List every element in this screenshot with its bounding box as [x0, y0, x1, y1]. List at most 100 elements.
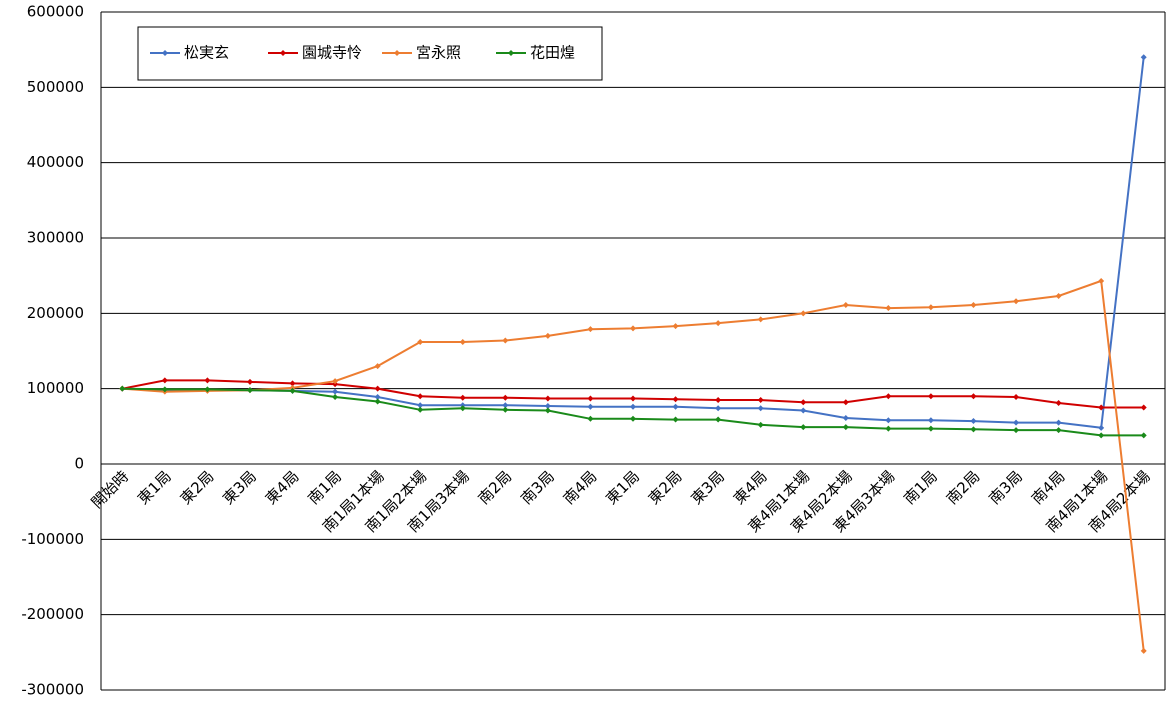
data-point — [672, 403, 679, 410]
legend-label: 花田煌 — [530, 44, 575, 62]
y-tick-label: 100000 — [27, 379, 84, 397]
data-point — [1098, 277, 1105, 284]
data-point — [1013, 393, 1020, 400]
data-point — [587, 403, 594, 410]
data-point — [1013, 298, 1020, 305]
data-point — [1140, 647, 1147, 654]
data-point — [800, 310, 807, 317]
data-point — [715, 416, 722, 423]
legend-label: 松実玄 — [184, 44, 229, 62]
y-tick-label: 400000 — [27, 153, 84, 171]
data-point — [927, 417, 934, 424]
data-point — [374, 363, 381, 370]
data-point — [757, 316, 764, 323]
data-point — [842, 399, 849, 406]
data-point — [800, 424, 807, 431]
data-point — [374, 398, 381, 405]
y-tick-label: -300000 — [21, 681, 84, 699]
data-point — [544, 395, 551, 402]
data-point — [1013, 419, 1020, 426]
series-line — [122, 279, 1145, 651]
data-point — [757, 421, 764, 428]
x-tick-label: 東4局 — [262, 467, 303, 508]
data-point — [970, 418, 977, 425]
data-point — [161, 377, 168, 384]
y-tick-label: 200000 — [27, 304, 84, 322]
data-point — [246, 378, 253, 385]
data-point — [715, 405, 722, 412]
data-point — [417, 402, 424, 409]
data-point — [332, 393, 339, 400]
data-point — [885, 393, 892, 400]
x-tick-label: 開始時 — [88, 467, 133, 512]
data-point — [332, 378, 339, 385]
data-point — [459, 338, 466, 345]
series-line — [122, 57, 1145, 429]
data-point — [1055, 427, 1062, 434]
data-point — [204, 386, 211, 393]
data-point — [1140, 54, 1147, 61]
data-point — [1140, 432, 1147, 439]
y-tick-label: 0 — [74, 455, 84, 473]
legend-label: 園城寺怜 — [302, 44, 362, 62]
data-point — [332, 381, 339, 388]
data-point — [672, 323, 679, 330]
y-tick-label: 600000 — [27, 3, 84, 21]
series-line — [122, 379, 1144, 409]
data-point — [374, 385, 381, 392]
data-point — [1098, 404, 1105, 411]
data-point — [885, 425, 892, 432]
x-tick-label: 東2局 — [177, 467, 218, 508]
data-point — [842, 302, 849, 309]
data-point — [1055, 399, 1062, 406]
data-point — [800, 407, 807, 414]
data-point — [842, 424, 849, 431]
data-point — [417, 338, 424, 345]
data-point — [672, 396, 679, 403]
x-tick-label: 南1局 — [900, 467, 941, 508]
data-point — [374, 393, 381, 400]
x-tick-label: 南3局 — [517, 467, 558, 508]
x-tick-label: 東2局 — [645, 467, 686, 508]
data-point — [502, 406, 509, 413]
data-point — [459, 405, 466, 412]
y-tick-label: -100000 — [21, 530, 84, 548]
y-tick-label: 500000 — [27, 78, 84, 96]
data-point — [885, 417, 892, 424]
data-point — [630, 403, 636, 410]
data-point — [587, 415, 594, 422]
x-tick-label: 南2局 — [943, 467, 984, 508]
x-tick-label: 南4局 — [560, 467, 601, 508]
data-point — [289, 384, 296, 391]
legend-marker — [162, 50, 168, 56]
data-point — [502, 402, 509, 409]
x-tick-label: 南3局 — [985, 467, 1026, 508]
data-point — [630, 395, 636, 402]
x-tick-label: 南2局 — [475, 467, 516, 508]
data-point — [587, 395, 594, 402]
data-point — [927, 304, 934, 311]
data-point — [970, 302, 977, 309]
data-point — [459, 394, 466, 401]
data-point — [630, 325, 636, 332]
legend-marker — [394, 50, 400, 56]
data-point — [587, 326, 594, 333]
data-point — [715, 396, 722, 403]
data-point — [289, 380, 296, 387]
data-point — [927, 393, 934, 400]
data-point — [1140, 404, 1147, 411]
data-point — [757, 396, 764, 403]
data-point — [1055, 419, 1062, 426]
data-point — [417, 393, 424, 400]
data-point — [842, 415, 849, 422]
data-point — [1098, 432, 1105, 439]
x-tick-label: 東1局 — [134, 467, 175, 508]
data-point — [927, 425, 934, 432]
data-point — [544, 332, 551, 339]
data-point — [544, 402, 551, 409]
data-point — [1098, 424, 1105, 431]
data-point — [885, 305, 892, 312]
data-point — [332, 388, 339, 395]
data-point — [630, 415, 636, 422]
